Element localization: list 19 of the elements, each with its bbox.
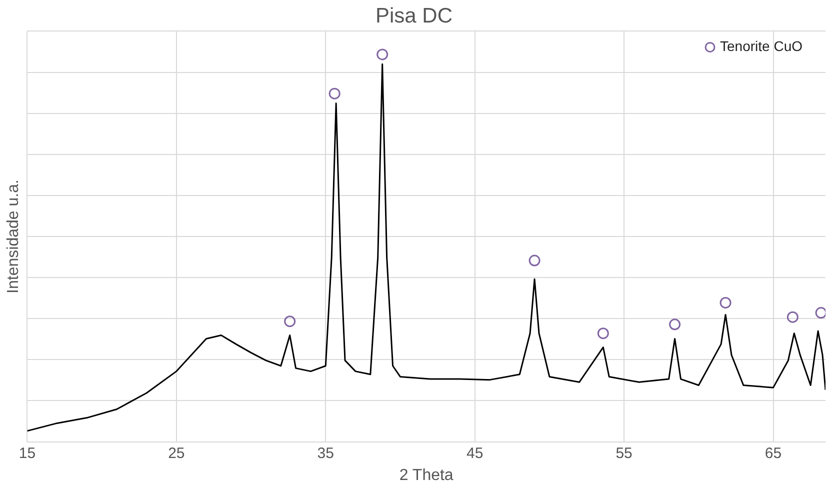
point — [597, 328, 609, 340]
x-tick-label: 25 — [168, 444, 185, 462]
point — [815, 307, 826, 319]
point — [720, 296, 732, 308]
point — [528, 254, 540, 266]
chart-title: Pisa DC — [375, 4, 453, 28]
legend-label: Tenorite CuO — [720, 38, 803, 54]
x-tick-label: 35 — [317, 444, 334, 462]
point — [669, 318, 681, 330]
point — [376, 48, 388, 60]
point — [284, 316, 296, 328]
x-axis-title: 2 Theta — [399, 466, 454, 484]
point — [786, 311, 798, 323]
x-tick-label: 65 — [764, 444, 782, 462]
y-axis-title: Intensidade u.a. — [5, 180, 22, 294]
x-tick-label: 55 — [616, 444, 632, 462]
point — [328, 88, 340, 100]
x-tick-label: 15 — [18, 444, 36, 462]
x-tick-label: 45 — [466, 444, 484, 462]
